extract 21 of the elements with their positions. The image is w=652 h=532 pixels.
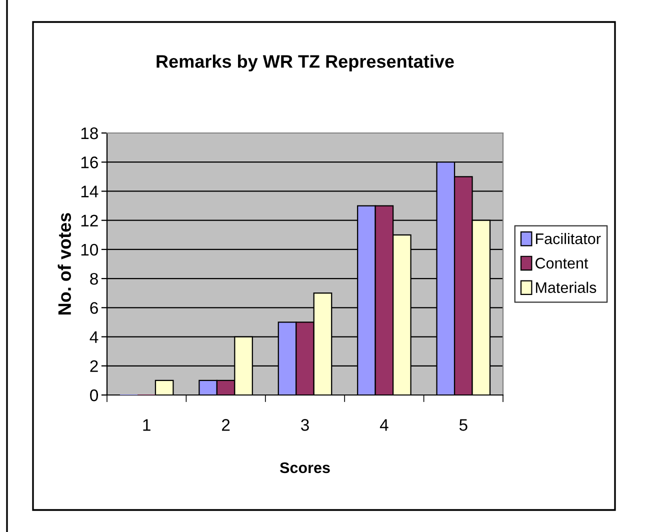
y-tick-label: 4: [90, 331, 98, 343]
legend-label: Content: [536, 258, 588, 269]
y-tick-label: 8: [90, 272, 98, 285]
x-tick-label: 2: [222, 419, 230, 431]
y-tick-label: 10: [81, 244, 98, 256]
x-tick-label: 3: [301, 419, 309, 431]
y-tick-label: 18: [81, 127, 98, 140]
y-axis-title: No. of votes: [58, 213, 72, 314]
y-tick-label: 14: [81, 186, 98, 198]
x-tick-label: 1: [143, 419, 150, 431]
legend-label: Facilitator: [536, 232, 601, 244]
y-tick-label: 16: [81, 156, 98, 168]
x-tick-label: 4: [380, 419, 388, 431]
chart-title: Remarks by WR TZ Representative: [156, 54, 454, 72]
y-tick-label: 2: [90, 360, 98, 372]
legend-label: Materials: [536, 282, 596, 294]
x-axis-title: Scores: [280, 462, 330, 474]
y-tick-label: 6: [90, 302, 98, 314]
y-tick-label: 12: [81, 214, 98, 226]
y-tick-label: 0: [90, 389, 98, 402]
x-tick-label: 5: [459, 419, 468, 431]
